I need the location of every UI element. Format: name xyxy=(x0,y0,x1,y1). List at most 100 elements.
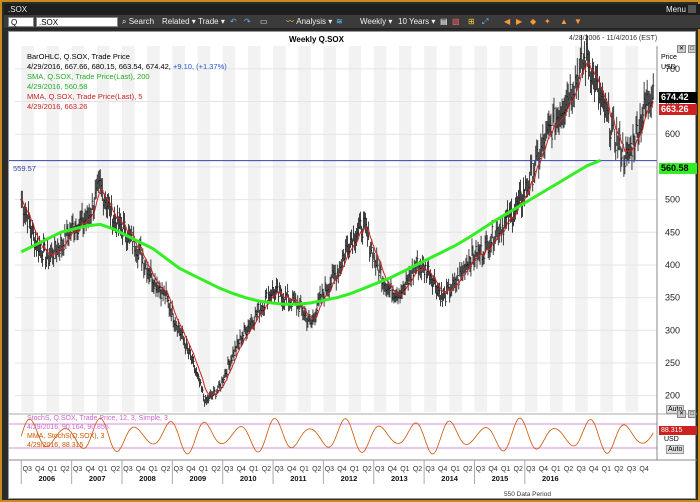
quarter-label: Q4 xyxy=(488,466,497,473)
zoom-icon[interactable]: ⤢ xyxy=(482,17,489,26)
symbol-input[interactable]: .SOX xyxy=(36,17,118,27)
quarter-label: Q2 xyxy=(564,466,573,473)
quarter-label: Q3 xyxy=(224,466,233,473)
related-menu[interactable]: Related ▾ xyxy=(162,17,196,26)
indicator-lines xyxy=(9,61,657,396)
quarter-label: Q1 xyxy=(602,466,611,473)
y-tick-label: 450 xyxy=(665,227,680,237)
quarter-band xyxy=(323,46,336,412)
year-label: 2016 xyxy=(542,474,559,483)
quarter-label: Q4 xyxy=(287,466,296,473)
y-tick-label: 300 xyxy=(665,325,680,335)
grid-icon[interactable]: ⊞ xyxy=(468,17,475,26)
window-control-icon[interactable] xyxy=(688,5,696,13)
analysis-icon: 〰 xyxy=(286,17,294,26)
scroll-left-icon[interactable]: ◀ xyxy=(504,17,511,26)
quarter-label: Q3 xyxy=(325,466,334,473)
studies-icon[interactable]: ≋ xyxy=(336,17,343,26)
quarter-label: Q4 xyxy=(136,466,145,473)
quarter-band xyxy=(575,46,588,412)
quarter-label: Q1 xyxy=(400,466,409,473)
y-tick-label: 650 xyxy=(665,97,680,107)
chart-area[interactable]: 200 250 300 350 400 450 500 550 600 650 700 Q3 Q4 Q1 Q… xyxy=(8,31,697,499)
quarter-band xyxy=(247,46,261,412)
quarter-label: Q1 xyxy=(451,466,460,473)
quarter-band xyxy=(373,46,387,412)
range-label: 10 Years xyxy=(398,17,430,26)
quarter-label: Q4 xyxy=(86,466,95,473)
scroll-right-icon[interactable]: ▶ xyxy=(516,17,523,26)
redo-icon[interactable]: ↷ xyxy=(244,17,251,26)
trade-label: Trade xyxy=(198,17,219,26)
shrink-icon[interactable]: ✦ xyxy=(544,17,551,26)
quarter-label: Q1 xyxy=(148,466,157,473)
quarter-label: Q3 xyxy=(174,466,183,473)
quarter-label: Q4 xyxy=(589,466,598,473)
period-select[interactable]: Weekly ▾ xyxy=(360,17,393,26)
undo-icon[interactable]: ↶ xyxy=(230,17,237,26)
y-tick-label: 600 xyxy=(665,129,680,139)
year-label: 2013 xyxy=(391,474,408,483)
quarter-band xyxy=(449,46,462,412)
lower-panel-close-icon[interactable]: ✕ xyxy=(677,410,686,418)
menu-button[interactable]: Menu xyxy=(665,5,686,14)
zoom-out-icon[interactable]: ▼ xyxy=(574,17,582,26)
quarter-label: Q4 xyxy=(337,466,346,473)
quarter-label: Q2 xyxy=(60,466,69,473)
quarter-label: Q3 xyxy=(23,466,32,473)
quarter-band xyxy=(172,46,185,412)
quarter-label: Q3 xyxy=(425,466,434,473)
quarter-label: Q3 xyxy=(375,466,384,473)
quarter-band xyxy=(46,46,60,412)
quarter-label: Q3 xyxy=(476,466,485,473)
y-tick-label: 400 xyxy=(665,260,680,270)
quarter-label: Q3 xyxy=(274,466,283,473)
quarter-label: Q2 xyxy=(614,466,623,473)
search-button[interactable]: ⌕ Search xyxy=(122,17,154,27)
quarter-band xyxy=(222,46,236,412)
quarter-label: Q4 xyxy=(539,466,548,473)
lower-panel-maximize-icon[interactable]: □ xyxy=(688,410,696,418)
quarter-band xyxy=(398,46,412,412)
draw-tool-icon[interactable]: ▧ xyxy=(452,17,460,26)
year-label: 2009 xyxy=(190,474,207,483)
year-label: 2010 xyxy=(240,474,257,483)
panel-close-icon[interactable]: ✕ xyxy=(677,45,686,53)
title-bar: .SOX Menu xyxy=(4,4,700,15)
panel-maximize-icon[interactable]: □ xyxy=(688,45,696,53)
quarter-label: Q3 xyxy=(73,466,82,473)
quarter-label: Q2 xyxy=(111,466,120,473)
year-label: 2008 xyxy=(139,474,156,483)
year-label: 2014 xyxy=(441,474,459,483)
y-tick-label: 700 xyxy=(665,64,680,74)
quarter-label: Q4 xyxy=(388,466,397,473)
expand-icon[interactable]: ◆ xyxy=(530,17,537,26)
quarter-band xyxy=(197,46,211,412)
year-label: 2011 xyxy=(290,474,306,483)
quarter-band xyxy=(96,46,110,412)
analysis-label: Analysis xyxy=(296,17,327,26)
analysis-menu[interactable]: 〰 Analysis ▾ xyxy=(286,17,333,26)
zoom-in-icon[interactable]: ▲ xyxy=(560,17,568,26)
chart-type-icon[interactable]: ▤ xyxy=(440,17,448,26)
symbol-prefix-input[interactable]: Q xyxy=(8,17,34,27)
quarter-label: Q1 xyxy=(199,466,208,473)
related-label: Related xyxy=(162,17,190,26)
y-tick-label: 550 xyxy=(665,162,680,172)
quarter-label: Q2 xyxy=(312,466,321,473)
quarter-label: Q1 xyxy=(350,466,359,473)
quarter-band xyxy=(524,46,538,412)
print-icon[interactable]: ▭ xyxy=(260,17,268,26)
auto-scale-button[interactable]: Auto xyxy=(666,405,685,414)
toolbar: Q .SOX ⌕ Search Related ▾ Trade ▾ ↶ ↷ ▭ … xyxy=(4,15,700,29)
quarter-label: Q1 xyxy=(551,466,560,473)
quarter-label: Q2 xyxy=(161,466,170,473)
quarter-band xyxy=(273,46,286,412)
trade-menu[interactable]: Trade ▾ xyxy=(198,17,225,26)
lower-auto-button[interactable]: Auto xyxy=(666,445,685,454)
quarter-band xyxy=(147,46,160,412)
quarter-band xyxy=(424,46,437,412)
quarter-band xyxy=(499,46,513,412)
range-select[interactable]: 10 Years ▾ xyxy=(398,17,436,26)
quarter-label: Q4 xyxy=(639,466,648,473)
